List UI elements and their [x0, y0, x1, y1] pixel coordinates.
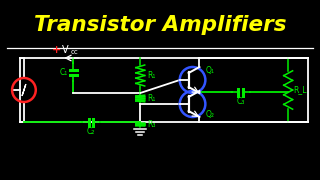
- Text: R₁: R₁: [147, 71, 155, 80]
- Text: C₃: C₃: [237, 96, 245, 105]
- Text: Q₁: Q₁: [206, 66, 215, 75]
- Text: Transistor Amplifiers: Transistor Amplifiers: [34, 15, 286, 35]
- Text: R₁: R₁: [147, 94, 155, 103]
- Text: R_L: R_L: [293, 86, 307, 94]
- Text: R₃: R₃: [147, 120, 156, 129]
- Text: V: V: [62, 45, 69, 55]
- Text: C₂: C₂: [87, 127, 95, 136]
- Text: Q₂: Q₂: [206, 109, 215, 118]
- Text: +: +: [52, 45, 61, 55]
- Text: cc: cc: [70, 49, 78, 55]
- Text: C₁: C₁: [59, 68, 68, 76]
